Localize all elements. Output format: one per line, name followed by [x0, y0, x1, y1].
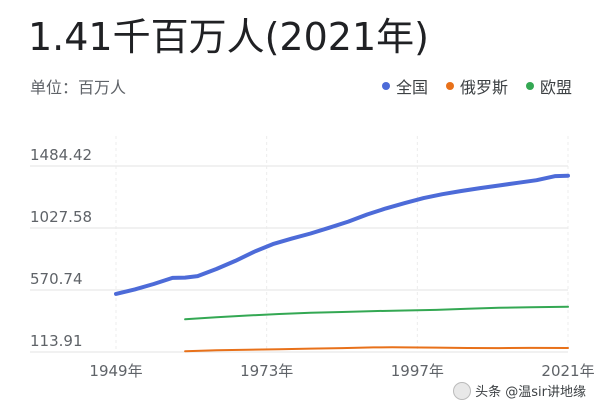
unit-label: 单位：百万人: [30, 78, 127, 97]
x-tick-label: 1973年: [240, 362, 293, 380]
legend-dot-eu: [525, 82, 534, 90]
series-line-2: [184, 305, 569, 321]
y-axis-ticks: 1484.42 1027.58 570.74 113.91: [30, 146, 92, 350]
x-tick-label: 1949年: [89, 362, 142, 380]
chart-legend: 全国 俄罗斯 欧盟: [381, 74, 572, 98]
series-line-0: [114, 173, 570, 296]
legend-label-russia: 俄罗斯: [459, 78, 508, 97]
watermark-text: 头条 @温sir讲地缘: [475, 385, 586, 400]
y-tick-label: 570.74: [30, 270, 83, 288]
y-tick-label: 113.91: [30, 332, 83, 350]
legend-dot-national: [381, 82, 390, 90]
grid-layer: [30, 136, 569, 353]
series-line-1: [184, 346, 569, 353]
headline-value: 1.41千百万人(2021年): [28, 15, 429, 59]
x-tick-label: 2021年: [541, 362, 594, 380]
x-tick-label: 1997年: [391, 362, 444, 380]
y-tick-label: 1484.42: [30, 146, 92, 164]
watermark: 头条 @温sir讲地缘: [453, 381, 586, 400]
author-avatar-icon: [453, 381, 472, 400]
legend-label-eu: 欧盟: [539, 78, 572, 97]
legend-item-russia[interactable]: 俄罗斯: [445, 74, 508, 98]
series-layer: [114, 173, 570, 353]
legend-item-national[interactable]: 全国: [381, 74, 428, 98]
x-axis-ticks: 1949年 1973年 1997年 2021年: [89, 362, 594, 380]
legend-dot-russia: [445, 82, 454, 90]
y-tick-label: 1027.58: [30, 208, 92, 226]
legend-label-national: 全国: [395, 78, 428, 97]
legend-item-eu[interactable]: 欧盟: [525, 74, 572, 98]
